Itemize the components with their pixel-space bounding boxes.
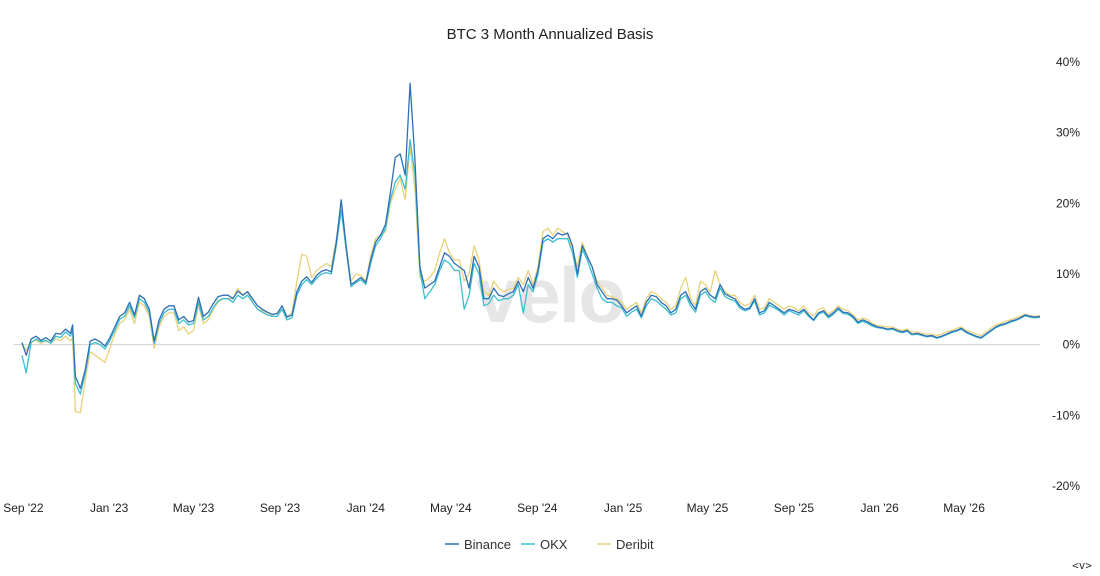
- y-tick-label: 40%: [1056, 55, 1080, 69]
- y-axis: 40% 30% 20% 10% 0% -10% -20%: [1052, 55, 1080, 493]
- y-tick-label: -20%: [1052, 479, 1080, 493]
- y-tick-label: 20%: [1056, 196, 1080, 210]
- series-layer: [21, 82, 1041, 414]
- x-tick-label: Sep '22: [3, 501, 44, 515]
- legend: Binance OKX Deribit: [445, 537, 654, 552]
- y-tick-label: 0%: [1063, 338, 1081, 352]
- series-line-okx: [21, 139, 1041, 395]
- x-tick-label: May '26: [943, 501, 985, 515]
- x-tick-label: May '25: [687, 501, 729, 515]
- x-tick-label: Sep '23: [260, 501, 301, 515]
- legend-label-okx[interactable]: OKX: [540, 537, 568, 552]
- chart-title: BTC 3 Month Annualized Basis: [447, 26, 654, 43]
- y-tick-label: 10%: [1056, 267, 1080, 281]
- chart-nav-control[interactable]: <v>: [1072, 559, 1092, 572]
- x-tick-label: May '23: [173, 501, 215, 515]
- legend-label-binance[interactable]: Binance: [464, 537, 511, 552]
- x-tick-label: Sep '24: [517, 501, 558, 515]
- x-tick-label: Jan '24: [347, 501, 386, 515]
- velo-watermark: velo: [476, 251, 624, 339]
- series-line-deribit: [21, 146, 1041, 414]
- series-line-binance: [21, 82, 1041, 390]
- x-axis: Sep '22 Jan '23 May '23 Sep '23 Jan '24 May '…: [3, 501, 985, 515]
- x-tick-label: Jan '23: [90, 501, 129, 515]
- x-tick-label: Sep '25: [774, 501, 815, 515]
- y-tick-label: -10%: [1052, 408, 1080, 422]
- x-tick-label: Jan '25: [604, 501, 643, 515]
- x-tick-label: Jan '26: [861, 501, 900, 515]
- x-tick-label: May '24: [430, 501, 472, 515]
- y-tick-label: 30%: [1056, 126, 1080, 140]
- legend-label-deribit[interactable]: Deribit: [616, 537, 654, 552]
